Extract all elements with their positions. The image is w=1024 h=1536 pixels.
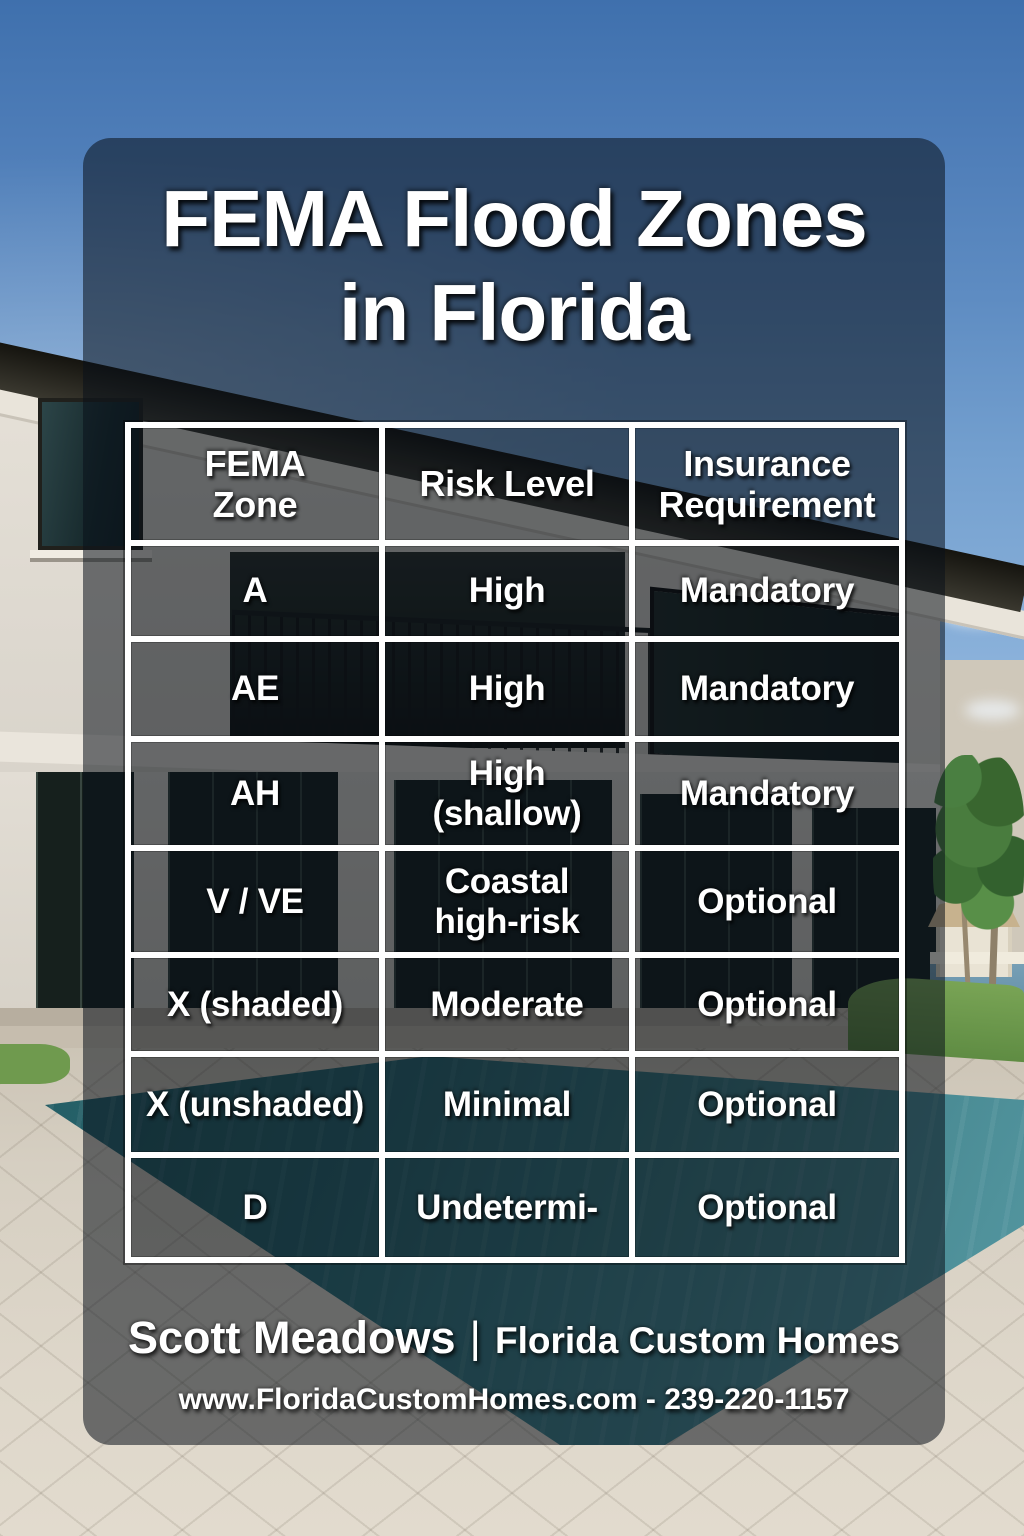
cell-risk-5: Minimal (382, 1054, 632, 1155)
cell-risk-2: High (shallow) (382, 739, 632, 848)
grass-left (0, 1044, 70, 1084)
cell-insurance-4: Optional (632, 955, 902, 1054)
cell-zone-1: AE (128, 639, 382, 739)
cell-risk-3: Coastal high-risk (382, 848, 632, 955)
header-label: Insurance Requirement (658, 442, 876, 525)
overlay-card: FEMA Flood Zones in Florida FEMA Zone Ri… (83, 138, 945, 1445)
cloud (965, 700, 1020, 720)
flood-zone-table: FEMA Zone Risk Level Insurance Requireme… (125, 422, 905, 1263)
title-line-1: FEMA Flood Zones (161, 174, 867, 263)
dock (930, 952, 1024, 964)
cell-insurance-6: Optional (632, 1155, 902, 1260)
header-cell-insurance-requirement: Insurance Requirement (632, 425, 902, 543)
cell-risk-0: High (382, 543, 632, 639)
cell-insurance-2: Mandatory (632, 739, 902, 848)
header-label: Risk Level (419, 463, 595, 505)
title-line-2: in Florida (339, 268, 690, 358)
cell-risk-6: Undetermi- (382, 1155, 632, 1260)
agent-name: Scott Meadows (128, 1312, 456, 1363)
cell-insurance-0: Mandatory (632, 543, 902, 639)
palm-trees (933, 755, 1024, 940)
company-name: Florida Custom Homes (494, 1320, 900, 1361)
cell-zone-4: X (shaded) (128, 955, 382, 1054)
cell-risk-4: Moderate (382, 955, 632, 1054)
cell-zone-5: X (unshaded) (128, 1054, 382, 1155)
cell-zone-2: AH (128, 739, 382, 848)
cell-insurance-1: Mandatory (632, 639, 902, 739)
footer-contact: www.FloridaCustomHomes.com - 239-220-115… (178, 1383, 850, 1416)
header-cell-fema-zone: FEMA Zone (128, 425, 382, 543)
footer-byline: Scott Meadows | Florida Custom Homes (83, 1310, 945, 1366)
cell-insurance-3: Optional (632, 848, 902, 955)
header-label: FEMA Zone (204, 442, 306, 525)
cell-zone-0: A (128, 543, 382, 639)
cell-zone-3: V / VE (128, 848, 382, 955)
cell-zone-6: D (128, 1155, 382, 1260)
separator-bar: | (469, 1313, 481, 1362)
cell-insurance-5: Optional (632, 1054, 902, 1155)
header-cell-risk-level: Risk Level (382, 425, 632, 543)
cell-risk-1: High (382, 639, 632, 739)
page-title: FEMA Flood Zones in Florida (83, 172, 945, 361)
